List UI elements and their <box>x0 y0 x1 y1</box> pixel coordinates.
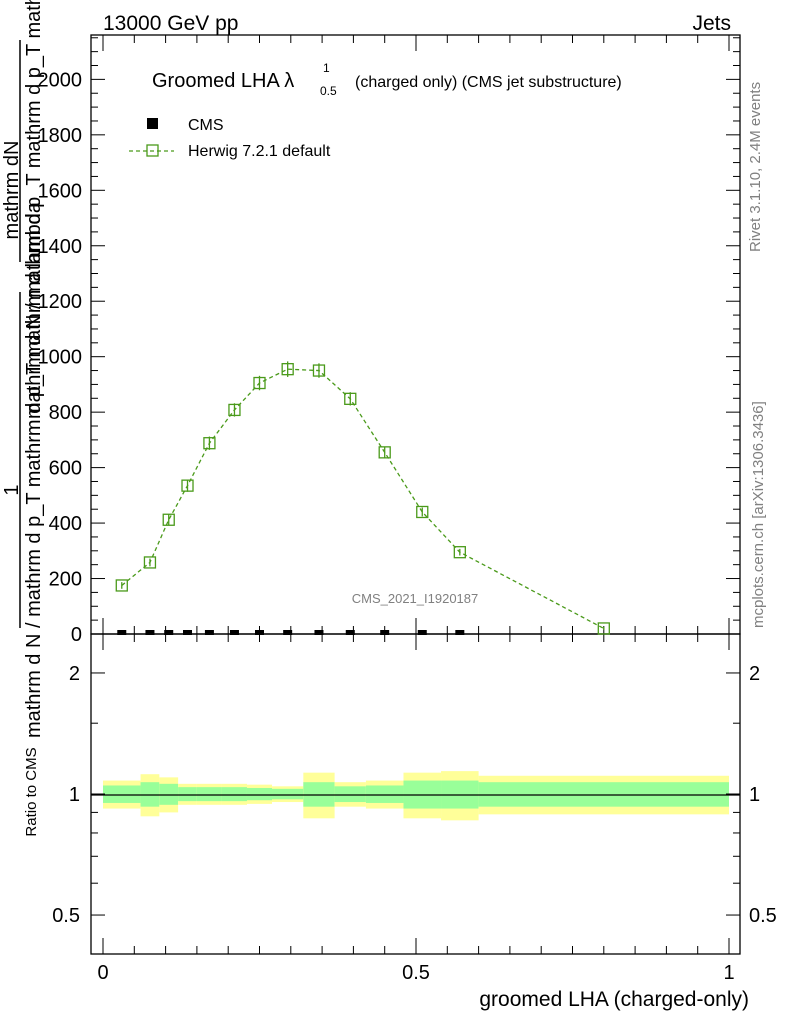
legend-herwig-label: Herwig 7.2.1 default <box>188 143 331 160</box>
ylabel-denominator-bottom: mathrm d N / mathrm d p_T mathrm d p_T m… <box>23 201 45 738</box>
y-tick-label: 400 <box>49 513 82 535</box>
y-tick-label: 1400 <box>38 236 83 258</box>
x-axis: 0 0.5 1 <box>97 35 735 984</box>
ratio-bands <box>103 771 729 821</box>
cms-point <box>417 630 427 635</box>
herwig-point <box>143 556 157 569</box>
ratio-tick-label: 1 <box>69 784 80 806</box>
herwig-point <box>597 622 610 635</box>
cms-point <box>204 630 214 635</box>
herwig-point <box>162 513 175 526</box>
title-subscript: 0.5 <box>320 84 337 98</box>
herwig-point <box>203 437 216 450</box>
ratio-tick-label-right: 1 <box>749 784 760 806</box>
ratio-y-axis: 0.5 0.5 1 1 2 2 <box>52 663 777 927</box>
herwig-point <box>344 392 357 405</box>
cms-point <box>117 630 127 635</box>
cms-point <box>380 630 390 635</box>
herwig-point <box>453 546 466 559</box>
y-tick-label: 1800 <box>38 125 83 147</box>
legend-cms-marker <box>147 118 158 129</box>
ylabel-denominator-top: mathrm d N / mathrm d p_T mathrm d p_T m… <box>23 0 45 419</box>
ratio-band-green <box>334 786 366 803</box>
ratio-band-green <box>178 787 197 802</box>
herwig-point <box>416 505 429 519</box>
main-ylabel: 1 mathrm dN mathrm d N / mathrm d p_T ma… <box>1 0 45 738</box>
ratio-ylabel: Ratio to CMS <box>23 747 40 836</box>
ylabel-prefactor: 1 <box>1 484 23 495</box>
ratio-band-green <box>196 787 222 802</box>
cms-point <box>283 630 293 635</box>
y-tick-label: 1600 <box>38 180 83 202</box>
ratio-tick-label-right: 2 <box>749 663 760 685</box>
main-y-axis: 0 200 400 600 800 1000 1200 1400 1600 1800 2000 <box>38 37 740 646</box>
ratio-band-green <box>272 788 304 800</box>
legend-herwig-marker <box>146 144 159 157</box>
mcplots-label: mcplots.cern.ch [arXiv:1306.3436] <box>750 401 767 628</box>
ratio-band-green <box>365 785 404 803</box>
cms-point <box>229 630 239 635</box>
ratio-tick-label: 0.5 <box>52 905 80 927</box>
ratio-band-green <box>221 787 247 802</box>
cms-point <box>255 630 264 635</box>
herwig-point <box>312 364 326 377</box>
cms-point <box>455 630 465 635</box>
herwig-point <box>378 446 391 459</box>
herwig-point <box>228 403 241 417</box>
herwig-series <box>115 361 610 635</box>
rivet-label: Rivet 3.1.10, 2.4M events <box>747 82 764 252</box>
y-tick-label: 200 <box>49 569 82 591</box>
cms-point <box>345 630 355 635</box>
herwig-point <box>181 479 194 492</box>
title-suffix: (charged only) (CMS jet substructure) <box>355 74 622 91</box>
cms-series <box>117 630 465 635</box>
title-main: Groomed LHA λ <box>152 70 294 92</box>
y-tick-label: 1000 <box>38 347 83 369</box>
x-tick-label: 0.5 <box>402 962 430 984</box>
ratio-band-green <box>159 783 179 805</box>
ratio-tick-label-right: 0.5 <box>749 905 777 927</box>
header-left: 13000 GeV pp <box>103 12 238 35</box>
ratio-band-green <box>103 785 141 803</box>
title-superscript: 1 <box>323 61 330 75</box>
cms-point <box>314 630 324 635</box>
x-tick-label: 1 <box>723 962 734 984</box>
y-tick-label: 600 <box>49 458 82 480</box>
cms-point <box>145 630 155 635</box>
cms-point <box>164 630 174 635</box>
plot-title: Groomed LHA λ 1 0.5 (charged only) (CMS … <box>152 61 622 98</box>
herwig-line <box>121 368 605 630</box>
ylabel-numerator-top: mathrm dN <box>1 141 23 240</box>
ratio-tick-label: 2 <box>69 663 80 685</box>
y-tick-label: 0 <box>71 624 82 646</box>
x-axis-label: groomed LHA (charged-only) <box>479 988 749 1011</box>
x-tick-label: 0 <box>97 962 108 984</box>
cms-point <box>183 630 193 635</box>
analysis-watermark: CMS_2021_I1920187 <box>352 591 479 606</box>
y-tick-label: 2000 <box>38 69 83 91</box>
legend-cms-label: CMS <box>188 117 224 134</box>
y-tick-label: 800 <box>49 402 82 424</box>
header-right: Jets <box>692 12 731 35</box>
herwig-point <box>281 363 294 376</box>
herwig-point <box>253 376 266 390</box>
y-tick-label: 1200 <box>38 291 83 313</box>
herwig-point <box>115 579 128 592</box>
ratio-band-green <box>246 787 273 801</box>
legend: CMS Herwig 7.2.1 default <box>129 117 331 160</box>
